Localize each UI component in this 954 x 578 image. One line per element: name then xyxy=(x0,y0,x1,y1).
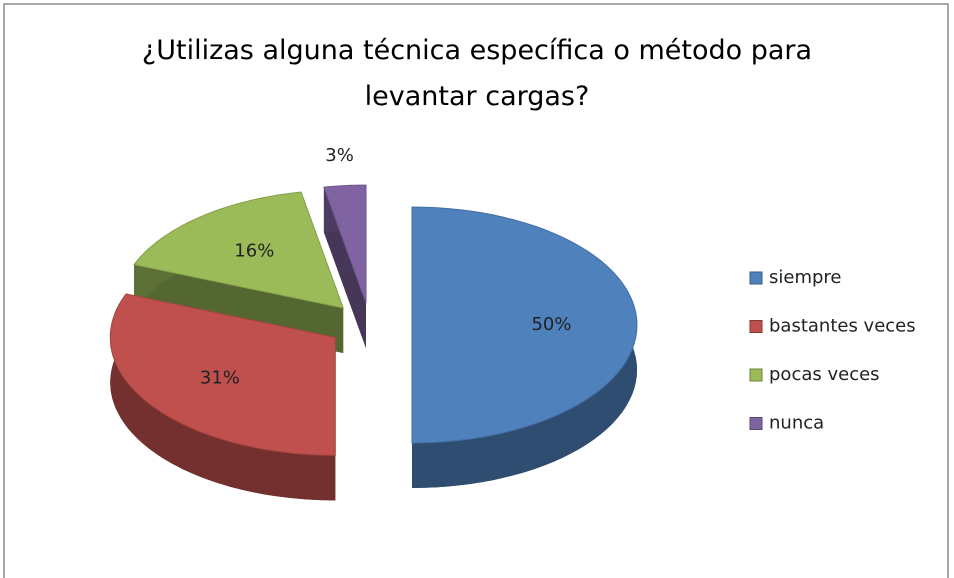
chart-title: ¿Utilizas alguna técnica específica o mé… xyxy=(141,35,813,112)
data-label: 50% xyxy=(531,314,571,335)
legend-swatch xyxy=(749,368,763,382)
slice-top xyxy=(323,184,367,304)
pie-slice xyxy=(323,184,367,349)
slice-top xyxy=(411,206,638,444)
legend-label: bastantes veces xyxy=(769,316,916,337)
legend-swatch xyxy=(749,417,763,430)
slice-top xyxy=(109,293,336,456)
data-label: 31% xyxy=(200,368,240,389)
data-label: 16% xyxy=(234,241,274,262)
pie-slice xyxy=(411,206,638,488)
legend-label: nunca xyxy=(769,413,824,434)
legend-swatch xyxy=(749,271,763,285)
pie-slice xyxy=(109,293,336,501)
data-label: 3% xyxy=(325,145,354,166)
slice-top xyxy=(133,191,344,309)
slice-outer-side xyxy=(110,293,336,501)
legend-label: pocas veces xyxy=(769,364,880,385)
chart-frame xyxy=(3,3,949,578)
pie-slice xyxy=(133,191,344,353)
legend-label: siempre xyxy=(769,267,842,288)
legend-swatch xyxy=(749,320,763,333)
